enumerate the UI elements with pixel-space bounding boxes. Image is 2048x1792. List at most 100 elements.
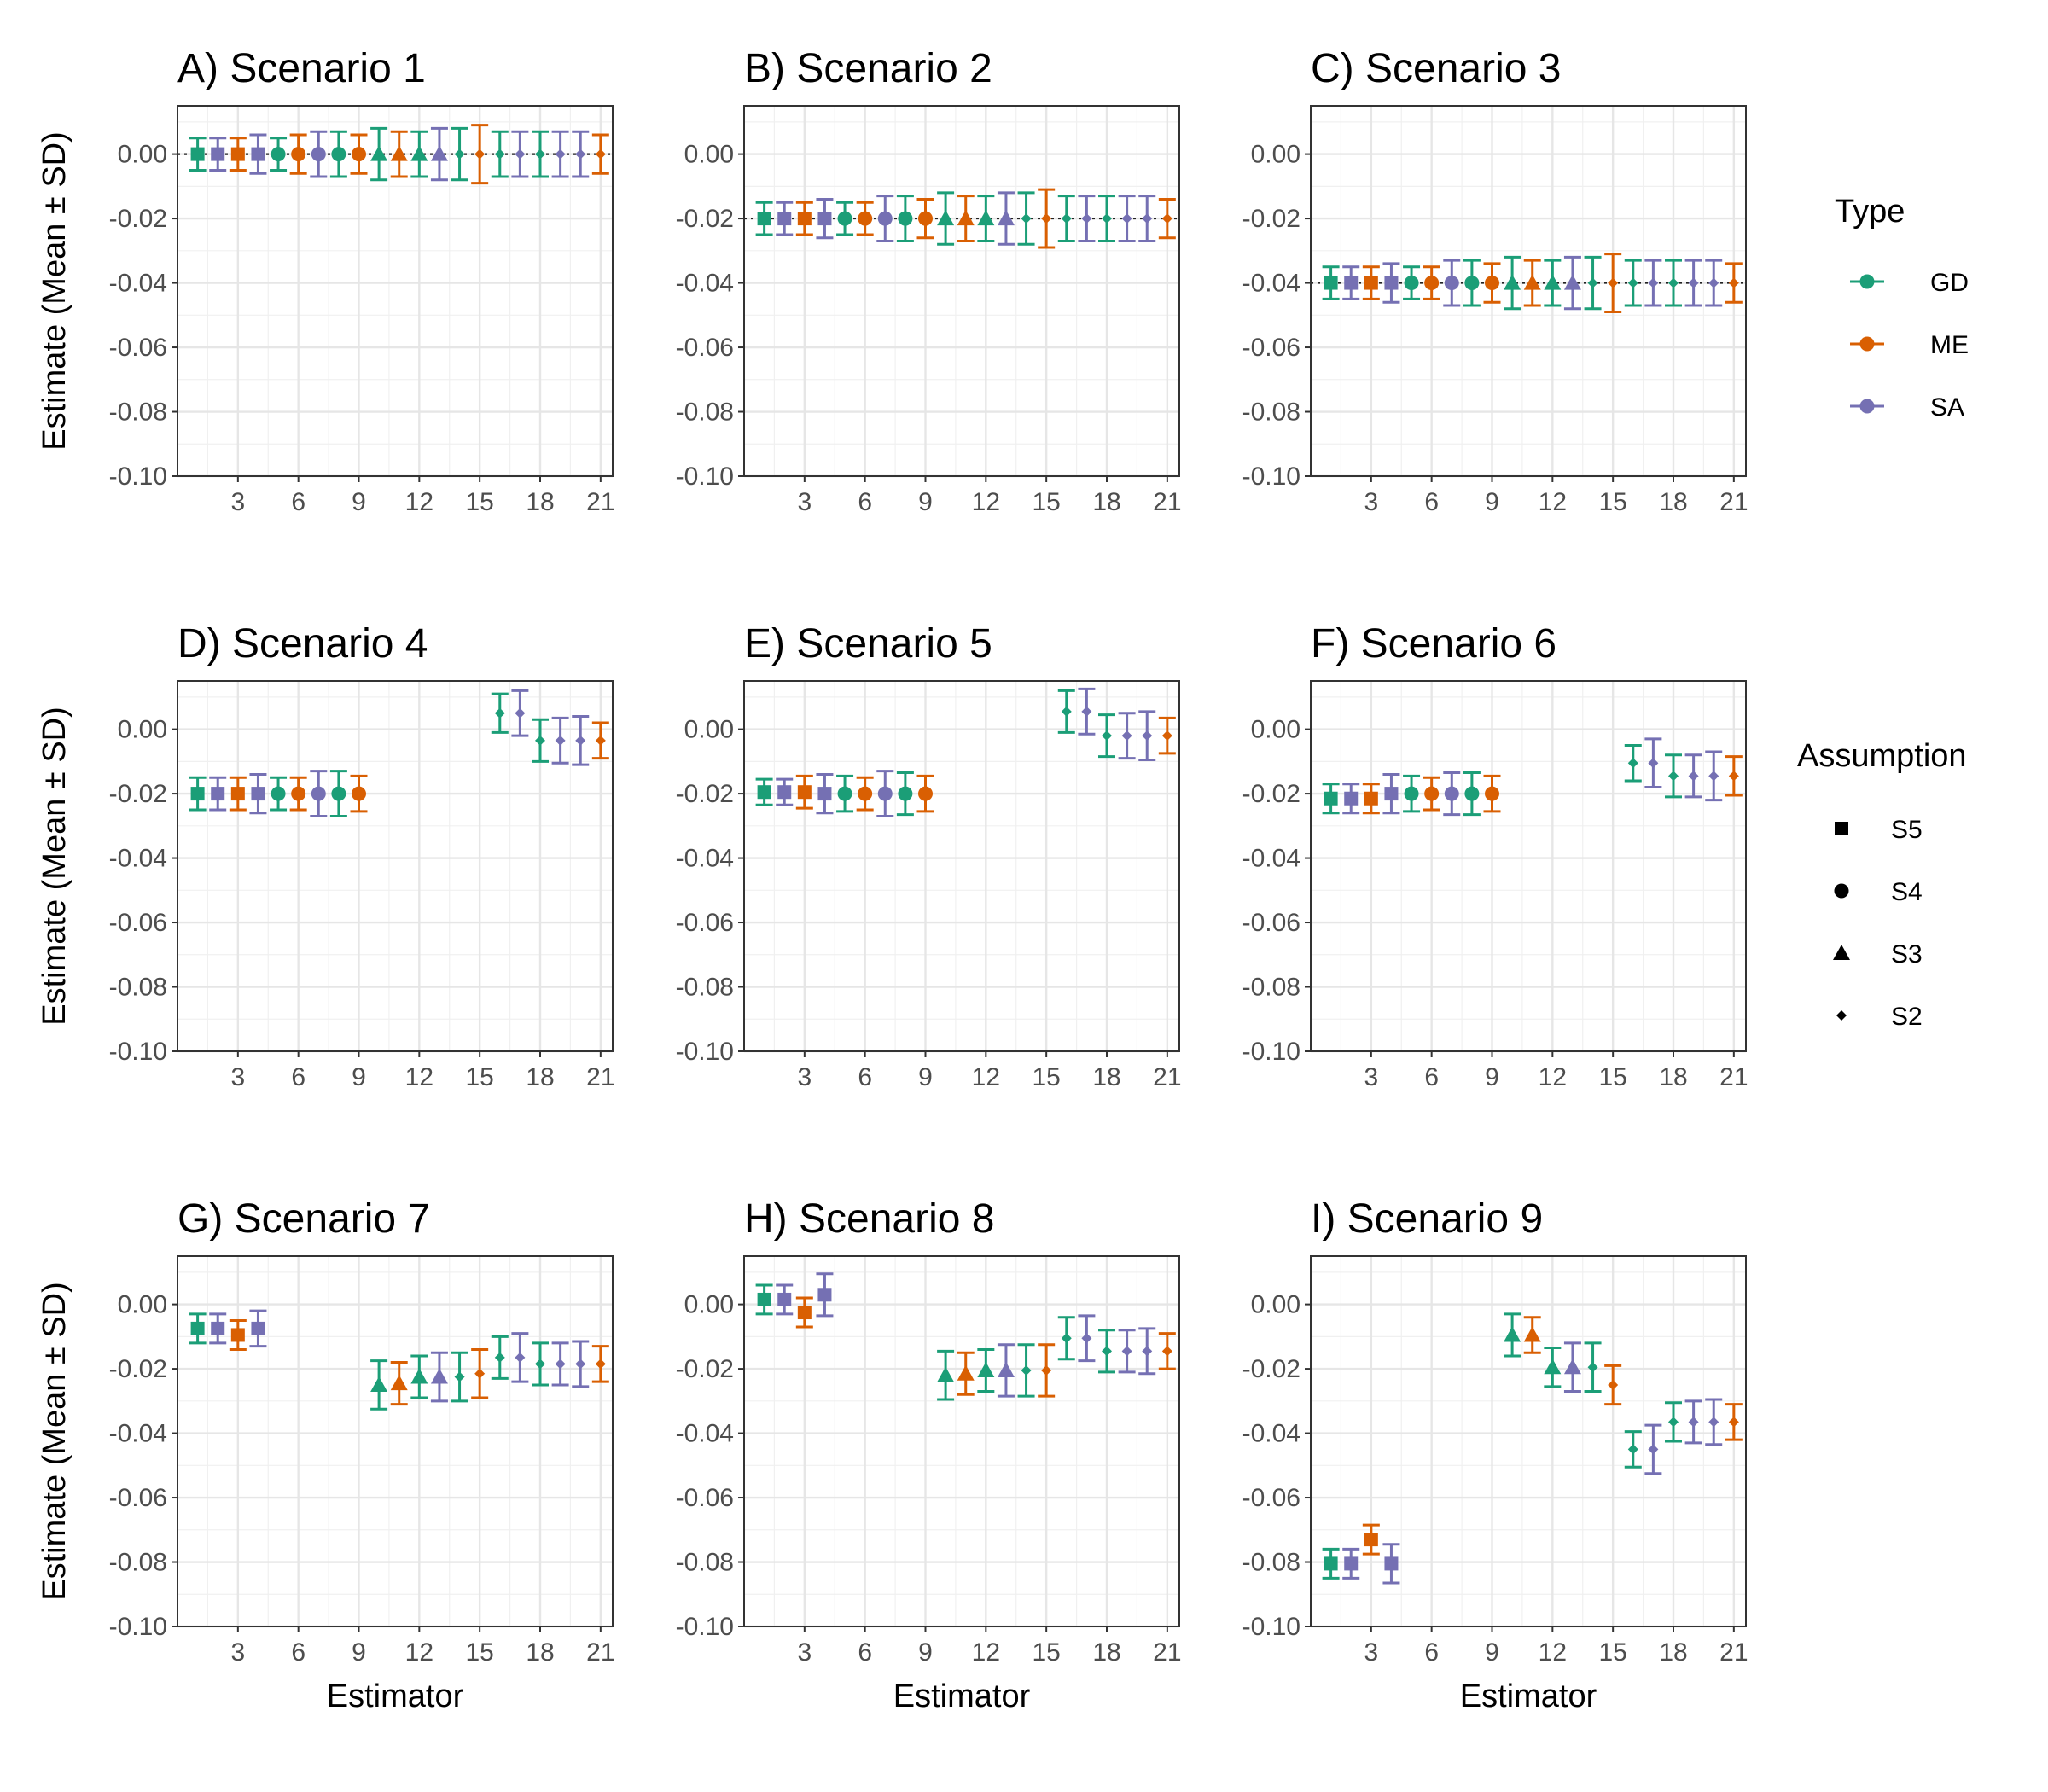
estimator-15 [471, 124, 489, 185]
estimator-1 [1322, 783, 1340, 815]
y-tick-label: -0.08 [1242, 974, 1300, 1002]
legend-assumption-title: Assumption [1797, 738, 1967, 774]
legend-marker [1859, 399, 1875, 414]
estimator-21 [1158, 1332, 1176, 1370]
point-marker [1061, 706, 1072, 717]
y-tick-label: -0.08 [109, 1549, 167, 1577]
point-marker [918, 211, 933, 226]
panel-border [743, 1255, 1180, 1627]
estimator-7 [1443, 771, 1461, 817]
point-marker [997, 210, 1015, 226]
estimator-9 [350, 774, 368, 813]
point-marker [1121, 730, 1132, 742]
point-marker [390, 145, 408, 161]
estimator-20 [1138, 710, 1156, 761]
y-axis: 0.00 -0.02 -0.04 -0.06 -0.08 -0.10 [109, 141, 177, 491]
point-marker [1563, 274, 1581, 290]
estimator-19 [1684, 259, 1702, 307]
point-marker [1523, 1326, 1541, 1342]
x-tick-label: 3 [797, 1063, 812, 1091]
point-marker [1081, 1333, 1092, 1344]
estimator-9 [916, 197, 934, 240]
point-marker [1384, 276, 1399, 290]
point-marker [430, 1368, 448, 1384]
point-marker [1384, 787, 1399, 801]
point-marker [535, 148, 545, 160]
point-marker [1544, 1359, 1562, 1375]
estimator-15 [1604, 253, 1622, 314]
estimator-12 [410, 130, 428, 178]
panel-grid [1311, 1256, 1746, 1628]
point-marker [1424, 786, 1440, 801]
estimator-17 [1078, 1314, 1096, 1363]
estimator-17 [1078, 687, 1096, 736]
estimator-9 [350, 133, 368, 175]
legend-type-me: ME [1850, 331, 1969, 359]
point-marker [1344, 1556, 1359, 1571]
data-series [189, 1309, 609, 1411]
legend-marker [1833, 945, 1850, 960]
panel-grid [744, 106, 1179, 478]
y-axis: 0.00 -0.02 -0.04 -0.06 -0.08 -0.10 [1242, 716, 1311, 1066]
x-tick-label: 6 [858, 488, 872, 516]
estimator-18 [532, 130, 549, 178]
estimator-18 [1098, 1329, 1115, 1374]
panel-5: E) Scenario 5 0.00 -0.02 -0.04 -0.06 -0.08 -0.… [676, 621, 1182, 1091]
estimator-21 [1725, 262, 1743, 304]
panel-border [177, 105, 614, 477]
x-axis: 3 6 9 12 15 18 21 [797, 1626, 1182, 1667]
x-tick-label: 3 [1364, 488, 1378, 516]
estimator-19 [551, 716, 569, 765]
point-marker [1142, 730, 1153, 742]
data-series [1322, 1312, 1743, 1585]
legend-label: S5 [1891, 816, 1923, 844]
estimator-11 [390, 1361, 408, 1406]
point-marker [898, 786, 913, 801]
point-marker [1102, 730, 1112, 742]
legend-label: S4 [1891, 878, 1923, 906]
estimator-2 [209, 776, 227, 812]
x-tick-label: 15 [1032, 1063, 1060, 1091]
point-marker [1161, 1346, 1172, 1357]
x-axis: 3 6 9 12 15 18 21 [797, 476, 1182, 516]
legend-assumption-entries: S5 S4 S3 S2 [1833, 816, 1923, 1031]
x-tick-label: 15 [465, 488, 493, 516]
point-marker [311, 147, 326, 162]
point-marker [1444, 786, 1459, 801]
legend-assumption-s4: S4 [1834, 878, 1923, 906]
y-tick-label: -0.10 [676, 1038, 734, 1066]
x-tick-label: 3 [230, 488, 245, 516]
point-marker [1444, 276, 1459, 291]
x-tick-label: 9 [352, 488, 366, 516]
y-tick-label: -0.02 [109, 780, 167, 808]
estimator-16 [491, 130, 509, 178]
x-tick-label: 18 [1659, 1638, 1687, 1667]
x-tick-label: 21 [586, 488, 614, 516]
y-tick-label: -0.04 [676, 845, 734, 873]
estimator-20 [1705, 1398, 1723, 1446]
y-axis-title: Estimate (Mean ± SD) [37, 131, 73, 451]
point-marker [1364, 1533, 1378, 1547]
estimator-17 [511, 689, 529, 737]
panel-grid [177, 1256, 613, 1628]
panel-border [1310, 1255, 1747, 1627]
point-marker [291, 147, 306, 162]
estimator-12 [1544, 1347, 1562, 1388]
y-tick-label: -0.04 [109, 845, 167, 873]
point-marker [494, 148, 505, 160]
estimator-2 [1342, 265, 1360, 300]
point-marker [1608, 277, 1619, 288]
x-tick-label: 21 [586, 1063, 614, 1091]
x-axis: 3 6 9 12 15 18 21 [797, 1051, 1182, 1091]
point-marker [291, 786, 306, 801]
point-marker [410, 1368, 428, 1384]
data-series [189, 124, 609, 185]
point-marker [997, 1361, 1015, 1377]
estimator-8 [329, 130, 347, 178]
panel-title: C) Scenario 3 [1311, 46, 1561, 91]
point-marker [977, 210, 995, 226]
panel-border [1310, 680, 1747, 1052]
x-tick-label: 6 [858, 1063, 872, 1091]
estimator-6 [289, 776, 307, 812]
